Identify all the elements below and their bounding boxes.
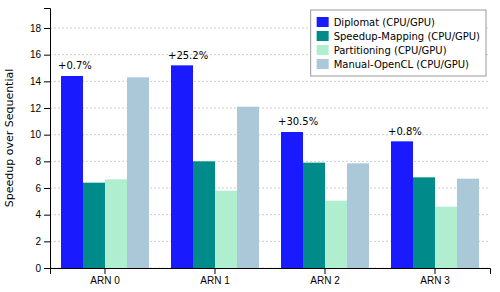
tick-mark	[44, 135, 50, 136]
bar	[215, 191, 237, 268]
tick-mark	[44, 268, 50, 269]
bar	[83, 183, 105, 268]
tick-mark	[44, 241, 50, 242]
tick-label: 10	[30, 129, 42, 140]
bar	[61, 76, 83, 268]
tick-mark	[44, 55, 50, 56]
tick-label: 2	[35, 236, 41, 247]
bar	[171, 65, 193, 268]
grid	[50, 28, 490, 268]
series	[61, 65, 413, 268]
bar	[127, 77, 149, 268]
legend-item: Diplomat (CPU/GPU)	[317, 17, 435, 28]
axis-line	[51, 269, 491, 275]
legend-swatch	[317, 17, 329, 27]
tick: 16	[30, 49, 50, 60]
tick-mark	[44, 28, 50, 29]
legend-swatch	[317, 59, 329, 69]
tick: ARN 3	[420, 268, 450, 286]
legend-swatch	[317, 31, 329, 41]
tick: ARN 1	[200, 268, 230, 286]
tick-label: 12	[30, 103, 42, 114]
legend-item: Manual-OpenCL (CPU/GPU)	[317, 59, 469, 70]
legend-label: Manual-OpenCL (CPU/GPU)	[334, 59, 469, 70]
legend: Diplomat (CPU/GPU) Speedup-Mapping (CPU/G…	[311, 10, 486, 76]
tick: 4	[35, 209, 50, 220]
tick: ARN 0	[90, 268, 120, 286]
bar	[105, 179, 127, 268]
tick-mark	[215, 268, 216, 274]
tick: 2	[35, 236, 50, 247]
tick-mark	[44, 188, 50, 189]
tick: 6	[35, 183, 50, 194]
tick-label: ARN 0	[90, 275, 120, 286]
tick-label: ARN 2	[310, 275, 340, 286]
tick-mark	[105, 268, 106, 274]
tick: 0	[35, 263, 50, 274]
bar	[413, 177, 435, 268]
grid-line	[50, 134, 490, 135]
tick-label: ARN 1	[200, 275, 230, 286]
annotation: +0.8%	[388, 126, 422, 137]
tick-mark	[44, 81, 50, 82]
y-axis: 0 2 4 6 8 10 12 14 16 18	[30, 9, 51, 274]
bar	[281, 132, 303, 268]
annotation: +25.2%	[168, 50, 208, 61]
tick: 18	[30, 23, 50, 34]
bar	[457, 179, 479, 268]
legend-item: Partitioning (CPU/GPU)	[317, 45, 447, 56]
bar	[303, 163, 325, 268]
bar	[391, 141, 413, 268]
grid-line	[50, 161, 490, 162]
annotation: +30.5%	[278, 116, 318, 127]
tick-mark	[435, 268, 436, 274]
series	[127, 77, 479, 268]
tick-mark	[44, 215, 50, 216]
grid-line	[50, 81, 490, 82]
tick: 12	[30, 103, 50, 114]
bars	[61, 65, 479, 268]
axis-line	[44, 9, 51, 269]
tick: 10	[30, 129, 50, 140]
x-axis: ARN 0 ARN 1 ARN 2 ARN 3	[51, 268, 491, 286]
bar	[193, 161, 215, 268]
chart: 0 2 4 6 8 10 12 14 16 18 ARN 0 ARN 1 ARN 2 ARN 3 Speed…	[0, 0, 500, 292]
tick-label: ARN 3	[420, 275, 450, 286]
tick: 14	[30, 76, 50, 87]
tick: 8	[35, 156, 50, 167]
tick-label: 8	[35, 156, 41, 167]
bar	[435, 207, 457, 268]
bar	[325, 201, 347, 268]
bar	[237, 107, 259, 268]
tick: ARN 2	[310, 268, 340, 286]
annotation: +0.7%	[58, 60, 92, 71]
tick-label: 14	[30, 76, 42, 87]
series	[105, 179, 457, 268]
tick-mark	[44, 161, 50, 162]
axis-title: Speedup over Sequential	[3, 69, 16, 208]
grid-line	[50, 108, 490, 109]
bar	[347, 163, 369, 268]
tick-label: 18	[30, 23, 42, 34]
tick-label: 16	[30, 49, 42, 60]
tick-mark	[325, 268, 326, 274]
tick-mark	[44, 108, 50, 109]
legend-label: Partitioning (CPU/GPU)	[334, 45, 447, 56]
tick-label: 4	[35, 209, 41, 220]
tick-label: 6	[35, 183, 41, 194]
legend-swatch	[317, 45, 329, 55]
legend-item: Speedup-Mapping (CPU/GPU)	[317, 31, 480, 42]
legend-label: Diplomat (CPU/GPU)	[334, 17, 435, 28]
tick-label: 0	[35, 263, 41, 274]
legend-box	[311, 10, 486, 76]
legend-label: Speedup-Mapping (CPU/GPU)	[334, 31, 480, 42]
